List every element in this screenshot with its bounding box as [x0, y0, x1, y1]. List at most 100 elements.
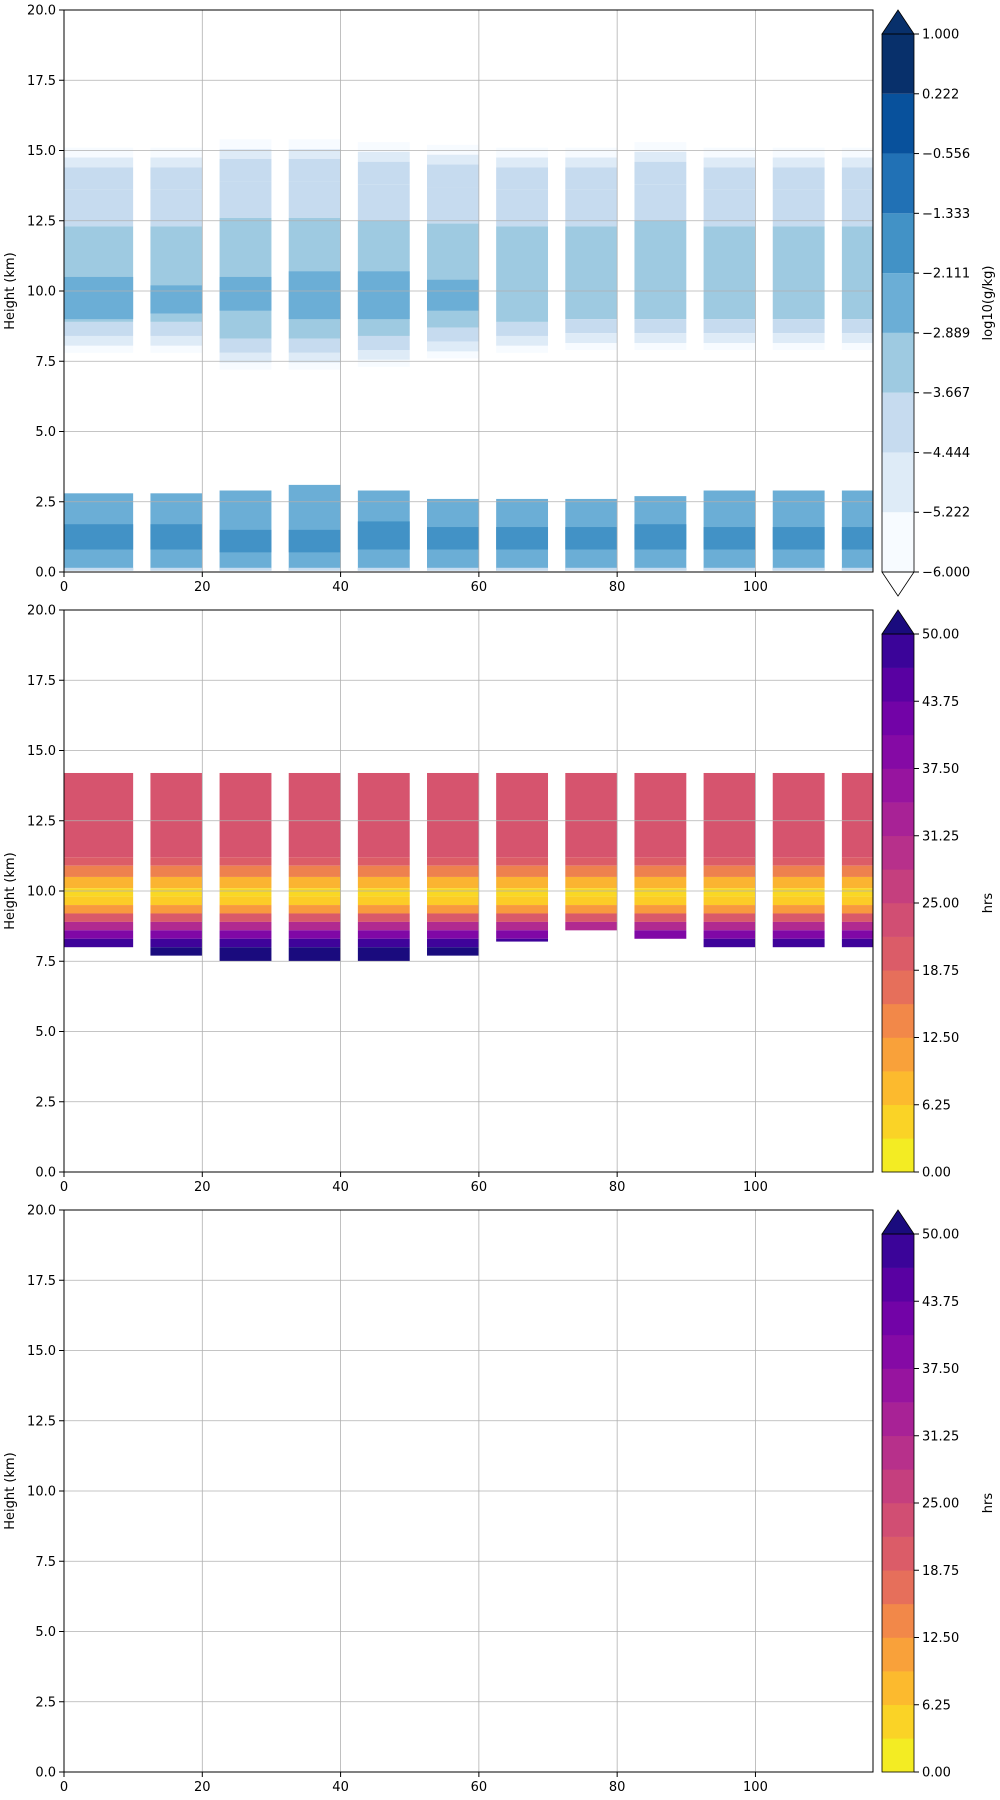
lower-band-2 — [288, 529, 341, 553]
age-band-5 — [288, 888, 341, 897]
x-tick-label: 60 — [471, 580, 488, 595]
upper-band-1 — [496, 147, 549, 158]
upper-band-1 — [841, 147, 873, 158]
colorbar-level-9 — [882, 34, 914, 94]
age-band-7 — [703, 905, 756, 914]
age-band-5 — [841, 888, 873, 897]
colorbar-tick-label: 0.00 — [922, 1166, 951, 1181]
age-band-3 — [64, 865, 134, 877]
upper-band-4 — [496, 189, 549, 227]
age-band-11 — [64, 938, 134, 948]
colorbar-level-8 — [882, 93, 914, 154]
colorbar-frame — [881, 33, 915, 573]
x-tick-label: 80 — [609, 1180, 626, 1195]
lower-band-2 — [219, 529, 272, 553]
age-band-4 — [288, 876, 341, 889]
colorbar-tick-label: 0.00 — [922, 1766, 951, 1781]
upper-band-3 — [841, 167, 873, 190]
colorbar-1: −6.000 −5.222 −4.444 −3.667 −2.889 −2.111 −1.3… — [881, 9, 996, 597]
age-band-10 — [427, 930, 479, 939]
colorbar-level-13 — [882, 734, 914, 769]
age-band-4 — [703, 876, 756, 889]
age-band-11 — [496, 938, 549, 942]
y-tick-label: 10.0 — [27, 1485, 56, 1500]
age-band-6 — [634, 896, 687, 906]
age-band-5 — [703, 888, 756, 897]
cloud-column-10 — [703, 147, 756, 571]
upper-band-8 — [772, 342, 825, 351]
colorbar-tick-label: 50.00 — [922, 628, 959, 643]
upper-band-3 — [565, 167, 618, 190]
age-band-12 — [427, 947, 479, 956]
colorbar-tick-label: −2.889 — [922, 326, 970, 341]
y-tick-label: 12.5 — [27, 1414, 56, 1429]
lower-band-3 — [841, 567, 873, 571]
colorbar-2: 0.00 6.25 12.50 18.75 25.00 31.25 37.50 43.75 50… — [881, 609, 996, 1181]
age-band-7 — [565, 905, 618, 914]
colorbar-tick-label: 25.00 — [922, 897, 959, 912]
age-band-4 — [841, 876, 873, 889]
age-band-3 — [565, 865, 618, 877]
lower-band-2 — [496, 527, 549, 550]
age-band-12 — [288, 947, 341, 962]
age-band-6 — [772, 896, 825, 906]
colorbar-level-14 — [882, 701, 914, 736]
upper-band-3 — [427, 164, 479, 188]
age-band-11 — [427, 938, 479, 948]
colorbar-level-3 — [882, 392, 914, 453]
upper-band-2 — [357, 151, 410, 162]
upper-band-7 — [703, 333, 756, 343]
age-band-6 — [219, 896, 272, 906]
age-column-12 — [841, 772, 873, 948]
upper-core — [219, 276, 272, 311]
x-tick-label: 20 — [194, 1780, 211, 1795]
x-tick-label: 40 — [332, 580, 349, 595]
age-band-4 — [634, 876, 687, 889]
age-band-5 — [772, 888, 825, 897]
colorbar-tick-label: 37.50 — [922, 1362, 959, 1377]
upper-band-3 — [64, 167, 134, 190]
age-band-9 — [634, 921, 687, 931]
age-band-6 — [496, 896, 549, 906]
colorbar-level-15 — [882, 667, 914, 702]
age-band-9 — [357, 921, 410, 931]
colorbar-level-6 — [882, 1570, 914, 1605]
age-band-3 — [634, 865, 687, 877]
upper-band-3 — [496, 167, 549, 190]
colorbar-extend-max — [881, 9, 915, 35]
age-band-9 — [496, 921, 549, 931]
colorbar-tick-label: 31.25 — [922, 829, 959, 844]
upper-band-7 — [772, 333, 825, 343]
colorbar-level-16 — [882, 634, 914, 668]
age-band-3 — [841, 865, 873, 877]
colorbar-label: hrs — [981, 1493, 996, 1514]
colorbar-tick-label: −1.333 — [922, 207, 970, 222]
age-band-6 — [703, 896, 756, 906]
lower-band-1 — [288, 484, 341, 571]
age-band-1 — [219, 772, 272, 858]
upper-band-3 — [772, 167, 825, 190]
cloud-column-5 — [357, 142, 410, 571]
upper-band-1 — [288, 139, 341, 150]
upper-band-2 — [64, 157, 134, 168]
age-band-4 — [357, 876, 410, 889]
lower-band-2 — [150, 524, 203, 550]
y-tick-label: 2.5 — [35, 1695, 56, 1710]
age-column-10 — [703, 772, 756, 948]
colorbar-level-5 — [882, 1603, 914, 1638]
upper-core — [64, 276, 134, 320]
x-tick-label: 80 — [609, 1780, 626, 1795]
colorbar-tick-label: −0.556 — [922, 147, 970, 162]
age-band-4 — [772, 876, 825, 889]
age-band-9 — [703, 921, 756, 931]
y-tick-label: 5.0 — [35, 1625, 56, 1640]
upper-band-8 — [634, 342, 687, 351]
y-axis-label: Height (km) — [3, 1452, 18, 1529]
cloud-column-7 — [496, 147, 549, 571]
grid-2 — [63, 609, 873, 1173]
upper-band-3 — [357, 161, 410, 185]
age-band-10 — [357, 930, 410, 939]
upper-band-6 — [150, 321, 203, 336]
lower-band-2 — [427, 527, 479, 550]
